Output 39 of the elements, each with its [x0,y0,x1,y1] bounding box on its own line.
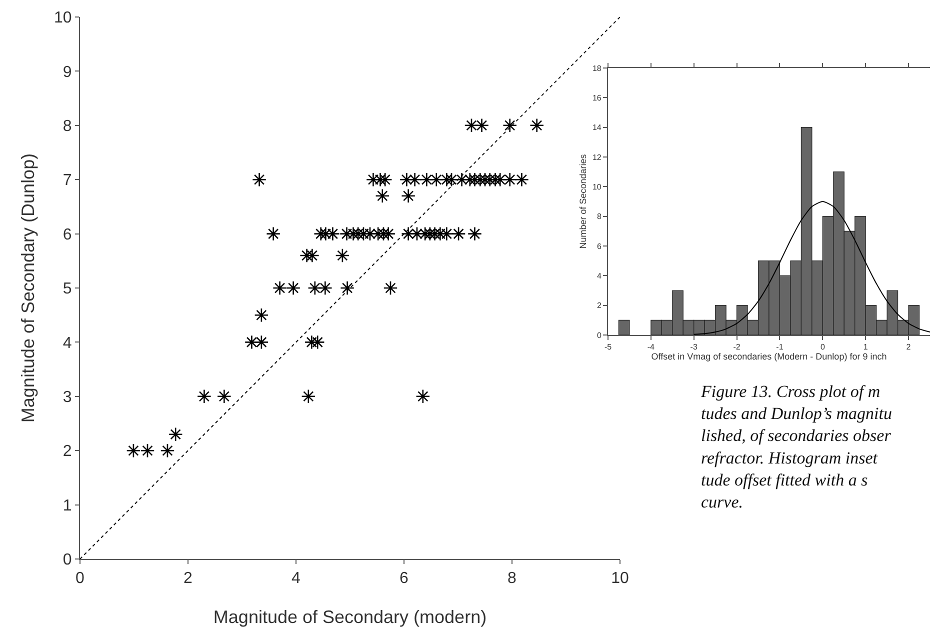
x-axis-title: Magnitude of Secondary (modern) [213,607,487,627]
x-tick-label: 10 [611,570,629,588]
x-tick-label: -5 [604,342,612,352]
y-tick-label: 0 [62,552,72,569]
y-tick-label: 14 [592,123,602,132]
y-tick-label: 4 [596,271,602,280]
y-tick-label: 1 [62,497,72,514]
x-tick-label: 2 [906,342,912,352]
y-tick-label: 2 [596,301,602,310]
y-tick-label: 5 [62,280,72,298]
y-axis-title: Number of Secondaries [578,154,588,249]
x-tick-label: 2 [184,570,193,588]
y-tick-label: 16 [592,93,602,102]
y-tick-label: 10 [54,10,72,27]
y-tick-label: 10 [592,182,602,192]
y-tick-label: 8 [62,118,72,135]
y-tick-label: 18 [592,64,602,73]
x-tick-label: 0 [76,570,85,588]
x-tick-label: 4 [292,570,301,588]
x-tick-label: 8 [508,570,517,588]
x-tick-label: -1 [776,342,784,352]
x-tick-label: -4 [647,342,656,352]
y-axis-title: Magnitude of Secondary (Dunlop) [18,153,38,423]
x-tick-label: 0 [820,342,826,352]
y-tick-label: 6 [596,242,602,251]
x-tick-label: -2 [733,342,741,352]
y-tick-label: 9 [62,64,72,81]
y-tick-label: 8 [596,212,602,222]
y-tick-label: 7 [62,172,72,190]
x-axis-title: Offset in Vmag of secondaries (Modern - Dunlop) for 9 inch [651,352,887,362]
caption: Figure 13. Cross plot of m tudes and Dunlop’s magnitu lished, of secondaries obser refractor. Histogram inset tude offset fitted with a s curve. [700,382,892,512]
y-tick-label: 6 [62,226,72,244]
x-tick-label: 6 [400,570,409,588]
x-tick-label: 1 [863,342,868,352]
x-tick-label: -3 [690,342,698,352]
y-tick-label: 2 [62,443,72,460]
y-tick-label: 3 [62,389,72,406]
y-tick-label: 0 [596,330,602,340]
y-tick-label: 12 [592,152,602,162]
